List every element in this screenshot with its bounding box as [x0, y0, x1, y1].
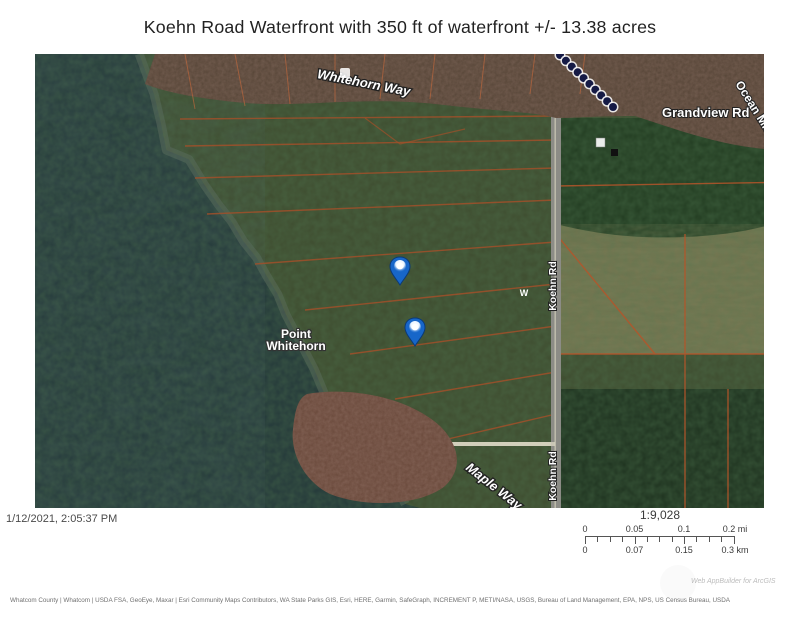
svg-text:Koehn Rd: Koehn Rd — [547, 451, 559, 501]
svg-text:Whitehorn: Whitehorn — [266, 339, 325, 353]
svg-text:Grandview Rd: Grandview Rd — [662, 105, 749, 120]
svg-text:Koehn Rd: Koehn Rd — [547, 261, 559, 311]
svg-text:W: W — [520, 288, 529, 298]
